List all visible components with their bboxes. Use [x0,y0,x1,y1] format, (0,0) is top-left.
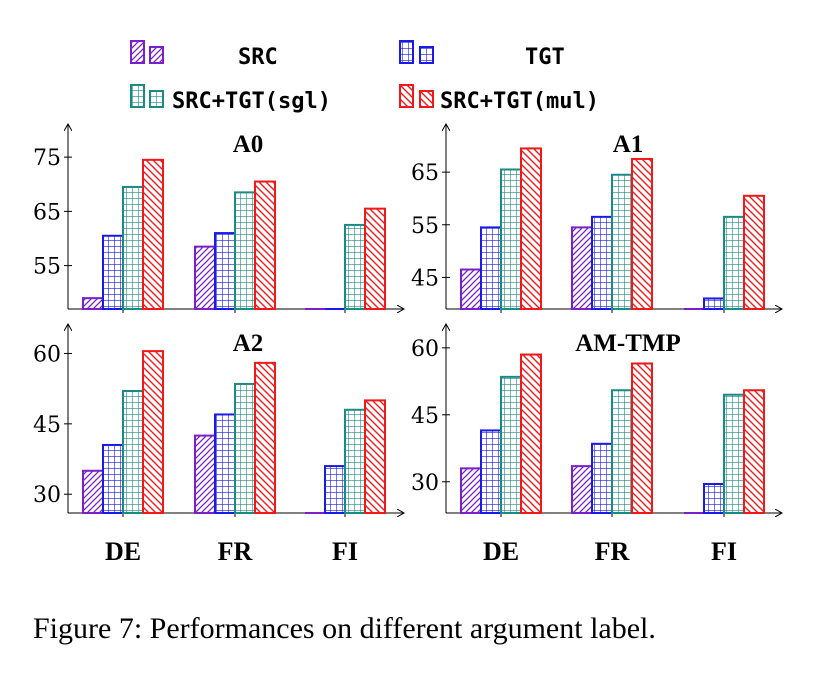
legend-swatch-sgl [130,84,145,108]
bar-src-de [460,268,482,311]
figure-caption: Figure 7: Performances on different argu… [33,612,656,645]
panel-title: A0 [233,131,264,158]
legend-swatch-tgt [419,46,434,64]
bar-mul-fi [364,207,386,311]
x-category-label: FR [595,537,630,566]
y-tick-label: 75 [33,146,61,171]
y-tick-label: 45 [33,413,61,438]
y-tick-label: 60 [33,342,61,367]
bar-src-de [82,297,104,311]
bar-sgl-fi [723,393,745,514]
bar-sgl-fi [344,408,366,514]
y-tick-label: 45 [411,404,439,429]
bar-mul-de [520,147,542,310]
chart-panel-a0: A0 55 65 75 [33,124,404,313]
bar-tgt-fr [591,215,613,310]
panel-title: AM-TMP [575,330,681,357]
bar-src-fr [571,226,593,311]
bar-tgt-de [480,226,502,311]
bar-tgt-fi [703,482,725,514]
legend-entry-mul: SRC+TGT(mul) [399,84,599,114]
bar-tgt-fr [591,442,613,515]
legend-swatch-tgt [399,40,414,64]
bar-tgt-fi [324,465,346,515]
bar-src-de [460,467,482,514]
bar-sgl-fi [723,215,745,310]
bar-tgt-de [102,234,124,310]
bar-mul-fi [364,399,386,514]
y-tick-label: 45 [411,266,439,291]
legend-label-tgt: TGT [525,45,565,70]
panel-title: A1 [613,131,644,158]
bar-tgt-fr [214,232,236,310]
x-category-label: FR [218,537,253,566]
bar-mul-fr [631,362,653,514]
legend-swatch-mul [399,84,414,108]
bar-src-fr [194,434,216,515]
bar-src-de [82,469,104,514]
chart-panel-am-tmp: AM-TMP 30 45 60 DE FR FI [411,324,782,566]
panel-title: A2 [233,330,264,357]
legend-swatch-sgl [149,90,164,108]
legend-entry-tgt: TGT [399,40,565,70]
bar-mul-fr [254,180,276,310]
bar-sgl-fr [611,173,633,310]
bar-mul-fi [743,194,765,310]
bar-src-fr [571,465,593,515]
legend-swatch-src [149,46,164,64]
bar-sgl-de [122,390,144,514]
bar-mul-de [142,350,164,514]
chart-panel-a2: A2 30 45 60 DE FR FI [33,324,404,566]
x-category-label: DE [105,537,141,566]
y-tick-label: 60 [411,337,439,362]
legend-swatch-mul [419,90,434,108]
y-tick-label: 65 [33,200,61,225]
y-tick-label: 65 [411,161,439,186]
legend-label-sgl: SRC+TGT(sgl) [172,89,331,114]
legend-label-mul: SRC+TGT(mul) [440,89,599,114]
y-tick-label: 55 [411,214,439,239]
legend-label-src: SRC [238,45,278,70]
x-category-label: DE [483,537,519,566]
x-category-label: FI [711,537,737,566]
bar-sgl-de [500,375,522,514]
bar-mul-fi [743,389,765,515]
legend-entry-src: SRC [130,40,278,70]
legend-swatch-src [130,40,145,64]
bar-sgl-fr [234,382,256,515]
legend: SRC TGT SRC+TGT(sgl) SRC+TGT(mul) [130,40,599,114]
bar-mul-fr [254,361,276,514]
x-category-label: FI [332,537,358,566]
bar-sgl-fi [344,223,366,310]
bar-mul-de [520,353,542,514]
bar-tgt-de [480,429,502,514]
bar-tgt-fi [703,297,725,310]
legend-entry-sgl: SRC+TGT(sgl) [130,84,331,114]
bar-tgt-de [102,443,124,515]
bar-mul-fr [631,157,653,310]
y-tick-label: 30 [33,483,61,508]
bar-sgl-fr [611,389,633,515]
bar-sgl-de [500,168,522,310]
bar-src-fr [194,245,216,311]
bar-sgl-fr [234,191,256,310]
bar-mul-de [142,158,164,310]
y-tick-label: 55 [33,255,61,280]
chart-panel-a1: A1 45 55 65 [411,124,782,313]
bar-tgt-fr [214,413,236,515]
bar-sgl-de [122,185,144,310]
y-tick-label: 30 [411,471,439,496]
